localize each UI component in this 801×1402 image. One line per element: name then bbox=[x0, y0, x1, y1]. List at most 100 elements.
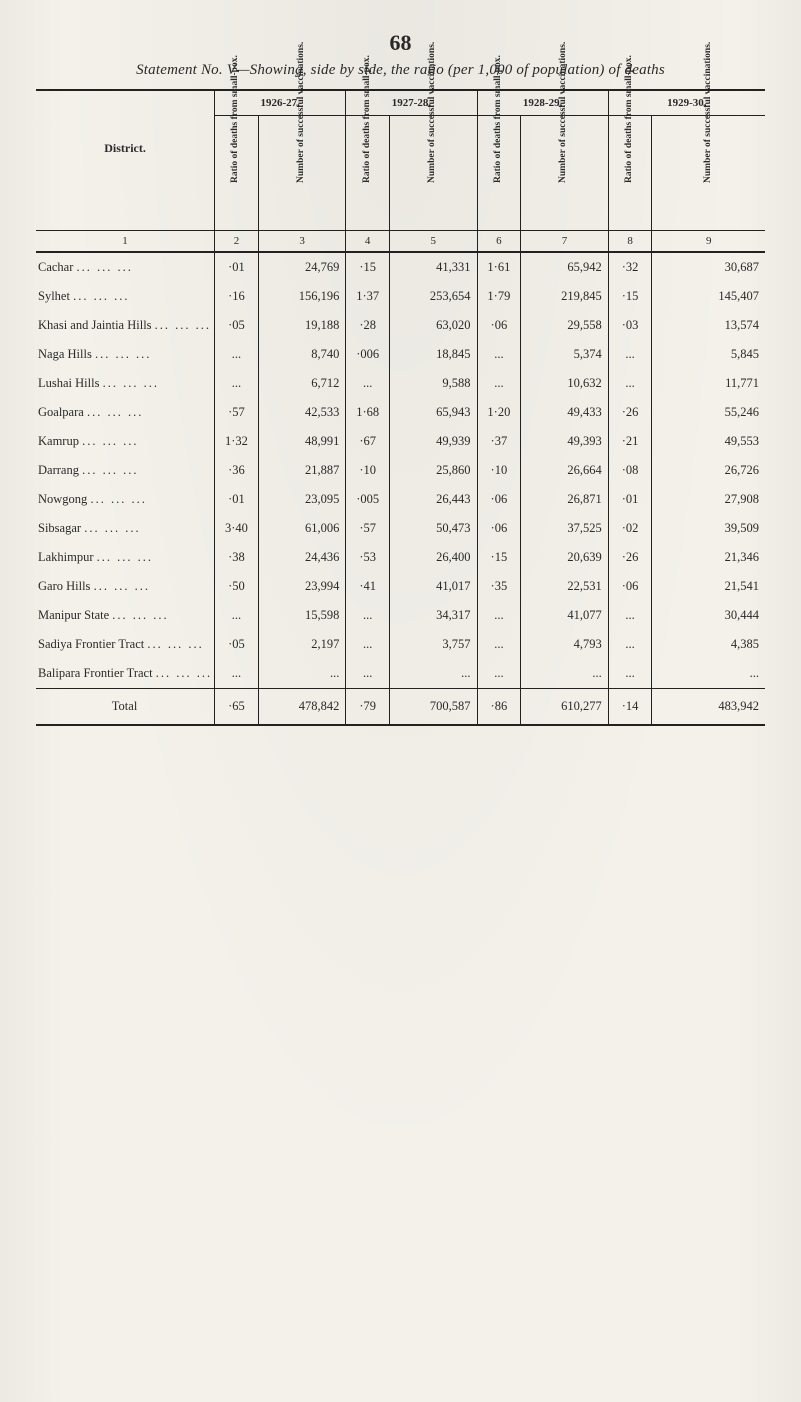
value-cell: ·15 bbox=[346, 252, 390, 282]
value-cell: ·06 bbox=[477, 485, 521, 514]
colnum-4: 4 bbox=[346, 231, 390, 253]
value-cell: ·50 bbox=[215, 572, 259, 601]
total-value: ·86 bbox=[477, 689, 521, 726]
total-label: Total bbox=[36, 689, 215, 726]
value-cell: ... bbox=[215, 369, 259, 398]
value-cell: ·32 bbox=[608, 252, 652, 282]
value-cell: ·03 bbox=[608, 311, 652, 340]
district-cell: Cachar ... ... ... bbox=[36, 252, 215, 282]
district-cell: Goalpara ... ... ... bbox=[36, 398, 215, 427]
value-cell: 3·40 bbox=[215, 514, 259, 543]
value-cell: 30,687 bbox=[652, 252, 765, 282]
sub-vacc-4: Number of successful vaccinations. bbox=[652, 116, 765, 231]
value-cell: 25,860 bbox=[390, 456, 477, 485]
value-cell: ·15 bbox=[608, 282, 652, 311]
total-value: 483,942 bbox=[652, 689, 765, 726]
value-cell: ... bbox=[346, 601, 390, 630]
table-row: Darrang ... ... ...·3621,887·1025,860·10… bbox=[36, 456, 765, 485]
value-cell: ... bbox=[346, 630, 390, 659]
table-row: Lushai Hills ... ... ......6,712...9,588… bbox=[36, 369, 765, 398]
sub-vacc-2: Number of successful vaccinations. bbox=[390, 116, 477, 231]
statistics-table: District. 1926-27. 1927-28. 1928-29. 192… bbox=[36, 89, 765, 726]
value-cell: 55,246 bbox=[652, 398, 765, 427]
table-row: Kamrup ... ... ...1·3248,991·6749,939·37… bbox=[36, 427, 765, 456]
colnum-9: 9 bbox=[652, 231, 765, 253]
value-cell: ·16 bbox=[215, 282, 259, 311]
value-cell: 30,444 bbox=[652, 601, 765, 630]
value-cell: 49,939 bbox=[390, 427, 477, 456]
value-cell: ·21 bbox=[608, 427, 652, 456]
value-cell: ... bbox=[346, 369, 390, 398]
col-district: District. bbox=[36, 90, 215, 231]
value-cell: 27,908 bbox=[652, 485, 765, 514]
value-cell: ·26 bbox=[608, 543, 652, 572]
value-cell: 50,473 bbox=[390, 514, 477, 543]
value-cell: 219,845 bbox=[521, 282, 608, 311]
district-cell: Darrang ... ... ... bbox=[36, 456, 215, 485]
table-row: Garo Hills ... ... ...·5023,994·4141,017… bbox=[36, 572, 765, 601]
value-cell: 156,196 bbox=[258, 282, 345, 311]
value-cell: 18,845 bbox=[390, 340, 477, 369]
value-cell: ... bbox=[608, 659, 652, 689]
district-cell: Nowgong ... ... ... bbox=[36, 485, 215, 514]
value-cell: 23,095 bbox=[258, 485, 345, 514]
table-body: Cachar ... ... ...·0124,769·1541,3311·61… bbox=[36, 252, 765, 725]
value-cell: ·10 bbox=[477, 456, 521, 485]
statement-caption: Statement No. V—Showing, side by side, t… bbox=[36, 62, 765, 79]
value-cell: 1·61 bbox=[477, 252, 521, 282]
value-cell: 1·20 bbox=[477, 398, 521, 427]
value-cell: 11,771 bbox=[652, 369, 765, 398]
value-cell: ... bbox=[215, 601, 259, 630]
value-cell: 21,887 bbox=[258, 456, 345, 485]
value-cell: 49,433 bbox=[521, 398, 608, 427]
value-cell: 39,509 bbox=[652, 514, 765, 543]
district-cell: Garo Hills ... ... ... bbox=[36, 572, 215, 601]
district-cell: Sadiya Frontier Tract ... ... ... bbox=[36, 630, 215, 659]
colnum-1: 1 bbox=[36, 231, 215, 253]
value-cell: 26,443 bbox=[390, 485, 477, 514]
column-number-row: 1 2 3 4 5 6 7 8 9 bbox=[36, 231, 765, 253]
table-row: Sylhet ... ... ...·16156,1961·37253,6541… bbox=[36, 282, 765, 311]
value-cell: ·37 bbox=[477, 427, 521, 456]
table-row: Cachar ... ... ...·0124,769·1541,3311·61… bbox=[36, 252, 765, 282]
table-row: Sadiya Frontier Tract ... ... ...·052,19… bbox=[36, 630, 765, 659]
value-cell: 49,553 bbox=[652, 427, 765, 456]
value-cell: 20,639 bbox=[521, 543, 608, 572]
total-value: ·65 bbox=[215, 689, 259, 726]
value-cell: 41,077 bbox=[521, 601, 608, 630]
value-cell: 26,726 bbox=[652, 456, 765, 485]
table-head: District. 1926-27. 1927-28. 1928-29. 192… bbox=[36, 90, 765, 252]
value-cell: ·01 bbox=[608, 485, 652, 514]
sub-vacc-1: Number of successful vaccinations. bbox=[258, 116, 345, 231]
value-cell: 15,598 bbox=[258, 601, 345, 630]
value-cell: ·57 bbox=[215, 398, 259, 427]
value-cell: ... bbox=[258, 659, 345, 689]
value-cell: 8,740 bbox=[258, 340, 345, 369]
district-cell: Lushai Hills ... ... ... bbox=[36, 369, 215, 398]
sub-ratio-2: Ratio of deaths from small-pox. bbox=[346, 116, 390, 231]
value-cell: 3,757 bbox=[390, 630, 477, 659]
value-cell: 19,188 bbox=[258, 311, 345, 340]
value-cell: 5,374 bbox=[521, 340, 608, 369]
value-cell: 13,574 bbox=[652, 311, 765, 340]
value-cell: 4,385 bbox=[652, 630, 765, 659]
value-cell: ·15 bbox=[477, 543, 521, 572]
district-cell: Manipur State ... ... ... bbox=[36, 601, 215, 630]
value-cell: ·41 bbox=[346, 572, 390, 601]
value-cell: 48,991 bbox=[258, 427, 345, 456]
value-cell: ·10 bbox=[346, 456, 390, 485]
district-cell: Sibsagar ... ... ... bbox=[36, 514, 215, 543]
district-cell: Sylhet ... ... ... bbox=[36, 282, 215, 311]
value-cell: ·08 bbox=[608, 456, 652, 485]
value-cell: 1·32 bbox=[215, 427, 259, 456]
value-cell: 1·79 bbox=[477, 282, 521, 311]
value-cell: 9,588 bbox=[390, 369, 477, 398]
value-cell: ·06 bbox=[477, 311, 521, 340]
table-row: Nowgong ... ... ...·0123,095·00526,443·0… bbox=[36, 485, 765, 514]
value-cell: 65,942 bbox=[521, 252, 608, 282]
value-cell: ·67 bbox=[346, 427, 390, 456]
value-cell: ·36 bbox=[215, 456, 259, 485]
value-cell: 1·37 bbox=[346, 282, 390, 311]
value-cell: ... bbox=[477, 340, 521, 369]
value-cell: ·01 bbox=[215, 485, 259, 514]
